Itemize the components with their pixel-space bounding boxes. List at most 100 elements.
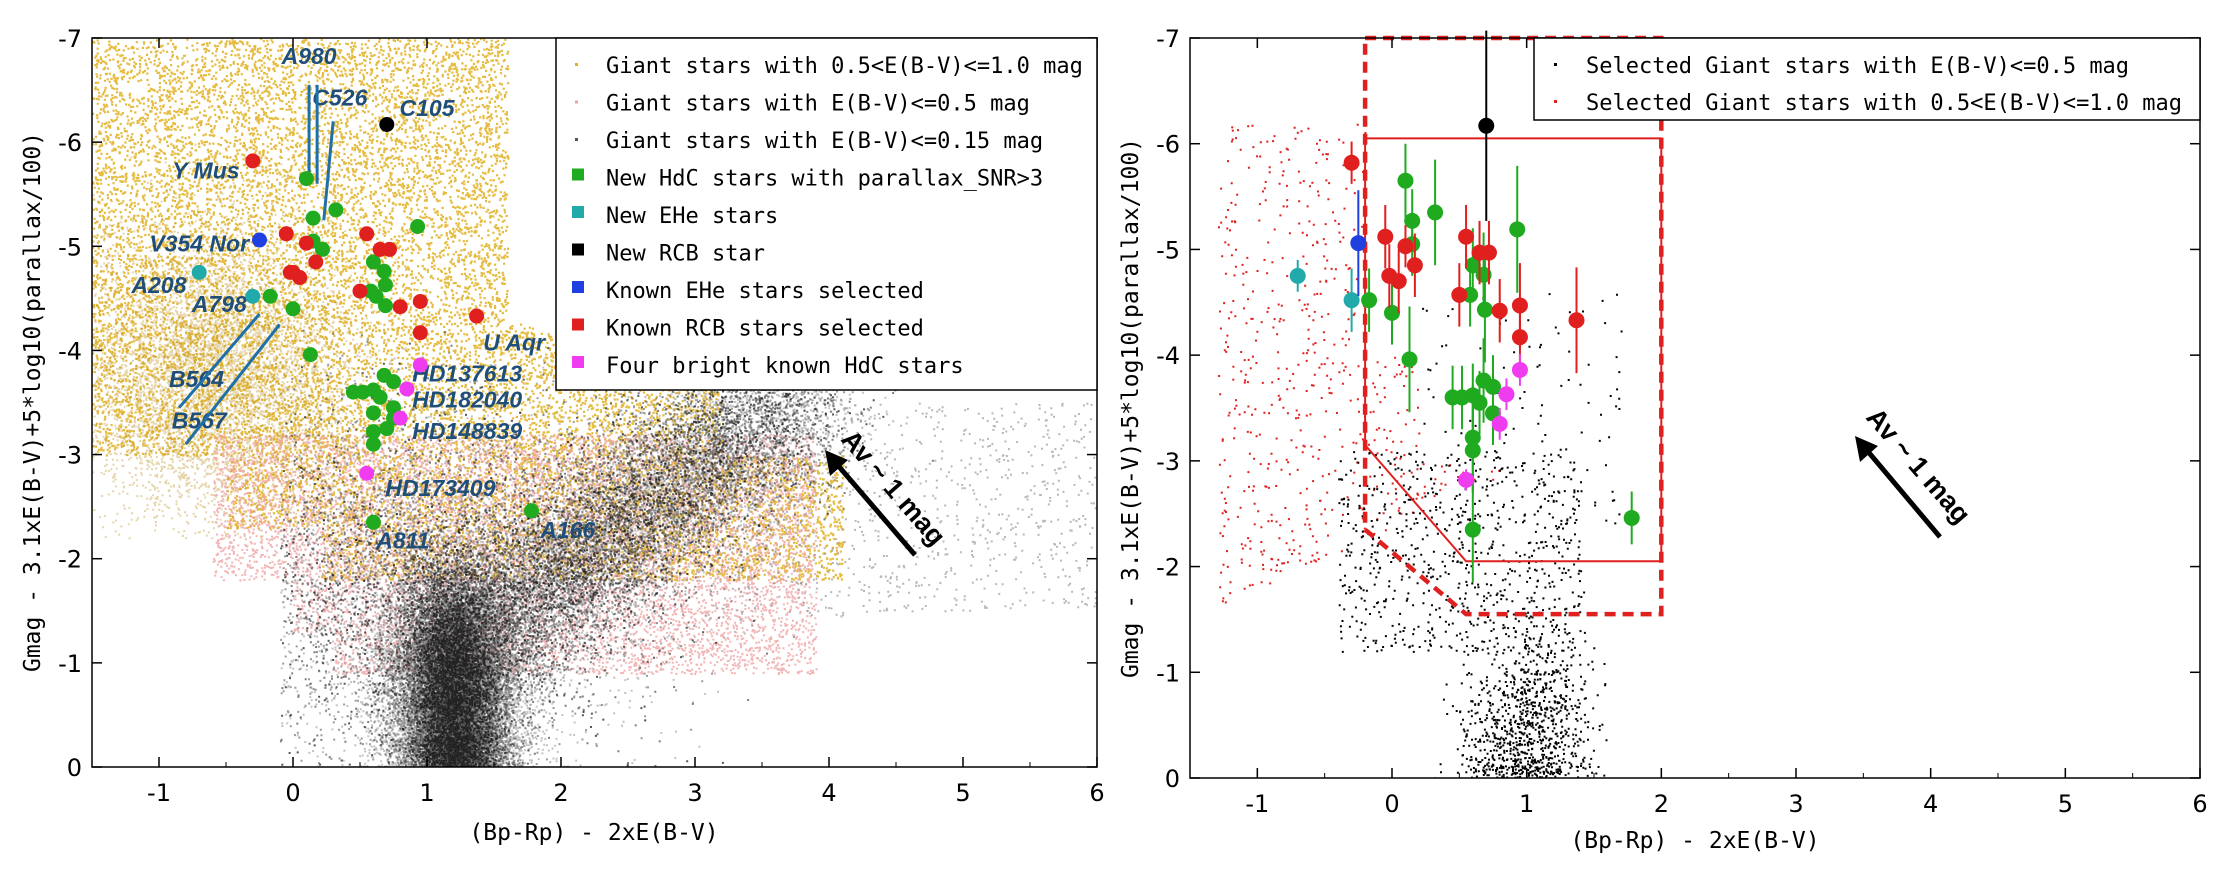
left-legend-swatch — [572, 206, 584, 218]
left-y-tick-label: -5 — [58, 233, 82, 261]
left-point-new-hdc-stars-with-parallax-snr-3 — [372, 389, 388, 405]
star-label-hd148839: HD148839 — [412, 418, 522, 444]
left-legend-entry: Four bright known HdC stars — [606, 354, 964, 379]
right-y-tick-label: 0 — [1165, 765, 1180, 793]
right-x-tick-label: 5 — [2058, 790, 2073, 818]
right-point-known-ehe-stars-selected — [1350, 235, 1367, 252]
right-y-tick-label: -5 — [1156, 236, 1180, 264]
left-point-new-hdc-stars-with-parallax-snr-3 — [377, 298, 393, 314]
giant-stars-sparse-tail — [695, 402, 1097, 622]
left-x-ticks: -1 0 1 2 3 4 5 6 — [91, 38, 1105, 807]
left-legend-swatch — [572, 243, 584, 256]
right-x-tick-label: 4 — [1923, 790, 1938, 818]
left-legend-swatch — [575, 63, 578, 66]
right-point-known-rcb-stars-selected — [1458, 228, 1475, 245]
right-point-known-rcb-stars-selected — [1406, 257, 1423, 274]
star-label-c105: C105 — [400, 95, 456, 121]
star-label-a166: A166 — [539, 517, 595, 543]
right-y-tick-label: -2 — [1156, 554, 1180, 582]
right-point-known-rcb-stars-selected — [1511, 329, 1528, 346]
star-label-a208: A208 — [131, 272, 187, 298]
star-label-hd173409: HD173409 — [385, 475, 495, 501]
right-point-new-hdc-stars-with-parallax-snr-3 — [1427, 204, 1444, 221]
right-point-known-rcb-stars-selected — [1397, 238, 1414, 255]
right-point-known-rcb-stars-selected — [1377, 228, 1394, 245]
left-point-known-rcb-stars-selected — [245, 153, 261, 169]
right-y-tick-label: -7 — [1156, 25, 1180, 53]
right-x-ticks: -1 0 1 2 3 4 5 6 — [1189, 38, 2208, 818]
annotation-pointer-line — [184, 323, 281, 446]
left-legend-entry: New HdC stars with parallax_SNR>3 — [606, 167, 1043, 192]
left-point-known-rcb-stars-selected — [381, 241, 397, 257]
left-point-four-bright-known-hdc-stars — [399, 381, 415, 397]
star-label-hd182040: HD182040 — [412, 387, 522, 413]
right-x-tick-label: 2 — [1654, 790, 1669, 818]
right-point-new-hdc-stars-with-parallax-snr-3 — [1464, 257, 1481, 274]
left-point-new-hdc-stars-with-parallax-snr-3 — [365, 405, 381, 421]
right-highlight-markers — [1289, 30, 1640, 583]
left-legend-swatch — [575, 138, 578, 141]
right-legend-entry: Selected Giant stars with 0.5<E(B-V)<=1.… — [1586, 91, 2182, 116]
left-x-tick-label: 5 — [955, 779, 970, 807]
star-label-v354-nor: V354 Nor — [149, 230, 250, 256]
left-point-known-rcb-stars-selected — [359, 226, 375, 242]
right-point-four-bright-known-hdc-stars — [1511, 361, 1528, 378]
right-point-new-ehe-stars — [1289, 267, 1306, 284]
left-point-new-hdc-stars-with-parallax-snr-3 — [302, 347, 318, 363]
left-legend-entry: Giant stars with E(B-V)<=0.5 mag — [606, 92, 1030, 117]
left-point-new-hdc-stars-with-parallax-snr-3 — [365, 436, 381, 452]
left-legend-swatch — [572, 281, 584, 293]
right-point-new-hdc-stars-with-parallax-snr-3 — [1476, 301, 1493, 318]
left-point-four-bright-known-hdc-stars — [412, 357, 428, 373]
right-y-tick-label: -4 — [1156, 342, 1180, 370]
star-label-u-aqr: U Aqr — [483, 329, 546, 355]
right-y-ticks: -7 -6 -5 -4 -3 -2 -1 0 — [1156, 25, 2200, 793]
right-point-new-rcb-star — [1478, 117, 1495, 134]
right-legend-swatch — [1554, 100, 1557, 103]
left-legend-entry: New EHe stars — [606, 204, 778, 229]
left-point-known-rcb-stars-selected — [392, 299, 408, 315]
right-point-known-rcb-stars-selected — [1451, 286, 1468, 303]
right-point-new-hdc-stars-with-parallax-snr-3 — [1401, 351, 1418, 368]
right-x-tick-label: 6 — [2192, 790, 2207, 818]
left-x-tick-label: 1 — [419, 779, 434, 807]
right-point-known-rcb-stars-selected — [1568, 312, 1585, 329]
right-y-tick-label: -1 — [1156, 659, 1180, 687]
left-point-four-bright-known-hdc-stars — [359, 465, 375, 481]
left-point-new-hdc-stars-with-parallax-snr-3 — [365, 254, 381, 270]
left-legend-entry: Giant stars with E(B-V)<=0.15 mag — [606, 129, 1043, 154]
left-y-tick-label: -7 — [58, 25, 82, 53]
left-point-new-hdc-stars-with-parallax-snr-3 — [386, 374, 401, 390]
left-legend-swatch — [572, 356, 584, 368]
left-legend-swatch — [572, 168, 584, 181]
right-x-tick-label: -1 — [1245, 790, 1269, 818]
right-point-four-bright-known-hdc-stars — [1491, 415, 1508, 432]
star-label-y-mus: Y Mus — [172, 158, 239, 184]
star-label-c526: C526 — [312, 85, 367, 111]
left-point-new-hdc-stars-with-parallax-snr-3 — [365, 424, 381, 440]
selected-giants-low-extinction — [1338, 293, 1623, 778]
left-legend-entry: Known EHe stars selected — [606, 279, 924, 304]
right-point-four-bright-known-hdc-stars — [1498, 386, 1515, 403]
left-legend-entry: Giant stars with 0.5<E(B-V)<=1.0 mag — [606, 54, 1083, 79]
right-panel: -1 0 1 2 3 4 5 6 -7 -6 -5 -4 -3 -2 -1 0 (Bp-Rp) - 2xE(… — [1118, 25, 2208, 854]
left-point-known-rcb-stars-selected — [469, 308, 485, 324]
left-highlight-markers — [191, 116, 540, 530]
right-point-new-hdc-stars-with-parallax-snr-3 — [1464, 521, 1481, 538]
left-x-tick-label: -1 — [147, 779, 171, 807]
right-point-new-hdc-stars-with-parallax-snr-3 — [1464, 442, 1481, 459]
left-point-new-rcb-star — [379, 116, 395, 132]
left-point-known-rcb-stars-selected — [285, 264, 301, 280]
right-legend-entry: Selected Giant stars with E(B-V)<=0.5 ma… — [1586, 54, 2129, 79]
left-point-known-rcb-stars-selected — [352, 283, 368, 299]
left-point-new-ehe-stars — [245, 288, 261, 304]
star-label-hd137613: HD137613 — [412, 361, 522, 387]
right-point-new-hdc-stars-with-parallax-snr-3 — [1384, 304, 1400, 321]
left-extinction-arrow — [825, 450, 917, 557]
left-point-known-rcb-stars-selected — [308, 254, 324, 270]
right-point-new-hdc-stars-with-parallax-snr-3 — [1361, 292, 1378, 309]
left-point-known-ehe-stars-selected — [252, 232, 267, 248]
left-y-tick-label: -6 — [58, 129, 82, 157]
